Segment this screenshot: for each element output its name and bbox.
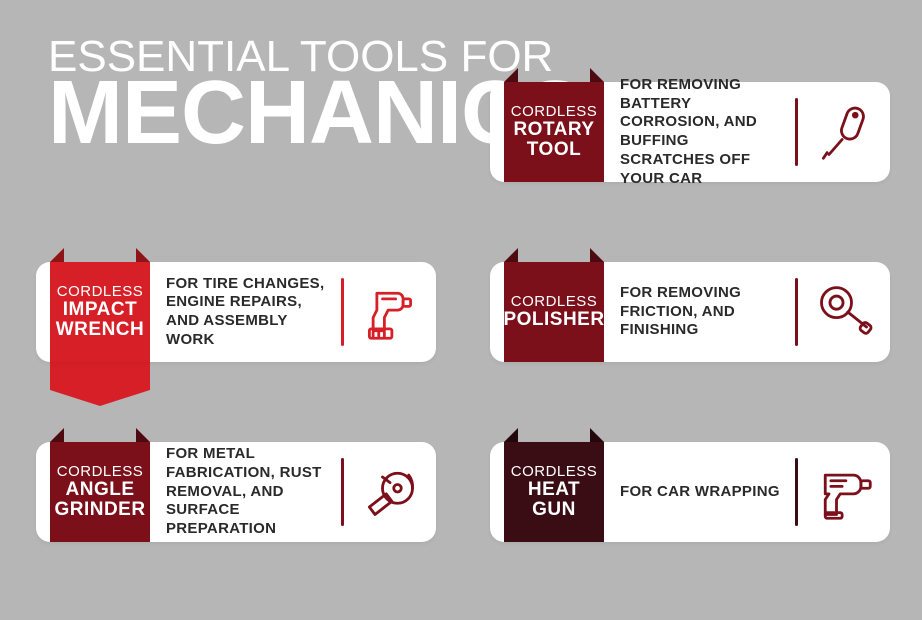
label-small: CORDLESS [511,464,598,480]
card-body: CORDLESS POLISHER FOR REMOVING FRICTION,… [490,262,890,362]
card-body: CORDLESS HEAT GUN FOR CAR WRAPPING [490,442,890,542]
card-body: CORDLESS ROTARY TOOL FOR REMOVING BATTER… [490,82,890,182]
card-body: CORDLESS IMPACT WRENCH FOR TIRE CHANGES,… [36,262,436,362]
card-label: CORDLESS IMPACT WRENCH [50,262,150,362]
card-rotary-tool: CORDLESS ROTARY TOOL FOR REMOVING BATTER… [490,82,890,182]
ribbon-fold [504,248,604,262]
polisher-icon [798,262,890,362]
ribbon-fold [504,428,604,442]
label-big1: POLISHER [503,310,604,330]
label-small: CORDLESS [511,104,598,120]
label-big2: TOOL [527,140,581,160]
label-big1: ROTARY [513,120,594,140]
card-heat-gun: CORDLESS HEAT GUN FOR CAR WRAPPING [490,442,890,542]
ribbon-fold [50,248,150,262]
label-extension [50,362,150,390]
rotary-tool-icon [798,82,890,182]
label-big1: IMPACT [63,300,137,320]
heat-gun-icon [798,442,890,542]
card-label: CORDLESS POLISHER [504,262,604,362]
card-impact-wrench: CORDLESS IMPACT WRENCH FOR TIRE CHANGES,… [36,262,436,362]
card-desc: FOR METAL FABRICATION, RUST REMOVAL, AND… [150,442,341,542]
angle-grinder-icon [344,442,436,542]
label-small: CORDLESS [511,294,598,310]
card-desc: FOR TIRE CHANGES, ENGINE REPAIRS, AND AS… [150,262,341,362]
card-label: CORDLESS ANGLE GRINDER [50,442,150,542]
label-small: CORDLESS [57,284,144,300]
card-label: CORDLESS ROTARY TOOL [504,82,604,182]
card-polisher: CORDLESS POLISHER FOR REMOVING FRICTION,… [490,262,890,362]
card-desc: FOR REMOVING FRICTION, AND FINISHING [604,262,795,362]
card-label: CORDLESS HEAT GUN [504,442,604,542]
card-angle-grinder: CORDLESS ANGLE GRINDER FOR METAL FABRICA… [36,442,436,542]
label-big2: WRENCH [56,320,145,340]
ribbon-fold [504,68,604,82]
label-big1: HEAT GUN [504,480,604,520]
card-desc: FOR CAR WRAPPING [604,442,795,542]
impact-wrench-icon [344,262,436,362]
card-body: CORDLESS ANGLE GRINDER FOR METAL FABRICA… [36,442,436,542]
label-big1: ANGLE [66,480,135,500]
ribbon-fold [50,428,150,442]
label-small: CORDLESS [57,464,144,480]
label-big2: GRINDER [54,500,145,520]
card-desc: FOR REMOVING BATTERY CORROSION, AND BUFF… [604,82,795,182]
